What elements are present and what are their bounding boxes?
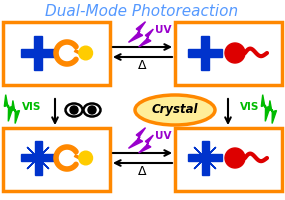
Text: Δ: Δ	[138, 165, 146, 178]
Polygon shape	[194, 147, 216, 169]
Bar	[202, 141, 209, 175]
Text: Δ: Δ	[138, 59, 146, 72]
Polygon shape	[261, 95, 270, 121]
Bar	[201, 36, 209, 70]
Ellipse shape	[84, 104, 101, 116]
Bar	[175, 22, 282, 85]
Text: Dual-Mode Photoreaction: Dual-Mode Photoreaction	[45, 4, 239, 19]
Polygon shape	[27, 147, 49, 169]
Circle shape	[79, 46, 93, 60]
Bar	[188, 154, 222, 161]
Bar	[3, 128, 110, 191]
Circle shape	[225, 148, 245, 168]
Polygon shape	[4, 95, 13, 121]
Polygon shape	[27, 147, 49, 169]
Ellipse shape	[135, 95, 215, 125]
Bar	[34, 36, 42, 70]
Polygon shape	[12, 100, 19, 124]
Circle shape	[79, 151, 93, 165]
Bar	[3, 22, 110, 85]
Bar	[21, 49, 55, 57]
Circle shape	[70, 106, 78, 114]
Polygon shape	[139, 135, 153, 153]
Polygon shape	[139, 29, 153, 47]
Polygon shape	[269, 100, 276, 124]
Circle shape	[225, 43, 245, 63]
Text: VIS: VIS	[22, 102, 41, 112]
Text: Crystal: Crystal	[152, 104, 198, 116]
Bar	[188, 49, 222, 57]
Polygon shape	[129, 128, 146, 148]
Text: UV: UV	[155, 25, 172, 35]
Circle shape	[88, 106, 96, 114]
Bar	[175, 128, 282, 191]
Bar	[21, 154, 55, 161]
Text: VIS: VIS	[240, 102, 259, 112]
Polygon shape	[129, 22, 146, 42]
Text: UV: UV	[155, 131, 172, 141]
Polygon shape	[194, 147, 216, 169]
Bar	[35, 141, 42, 175]
Ellipse shape	[66, 104, 82, 116]
